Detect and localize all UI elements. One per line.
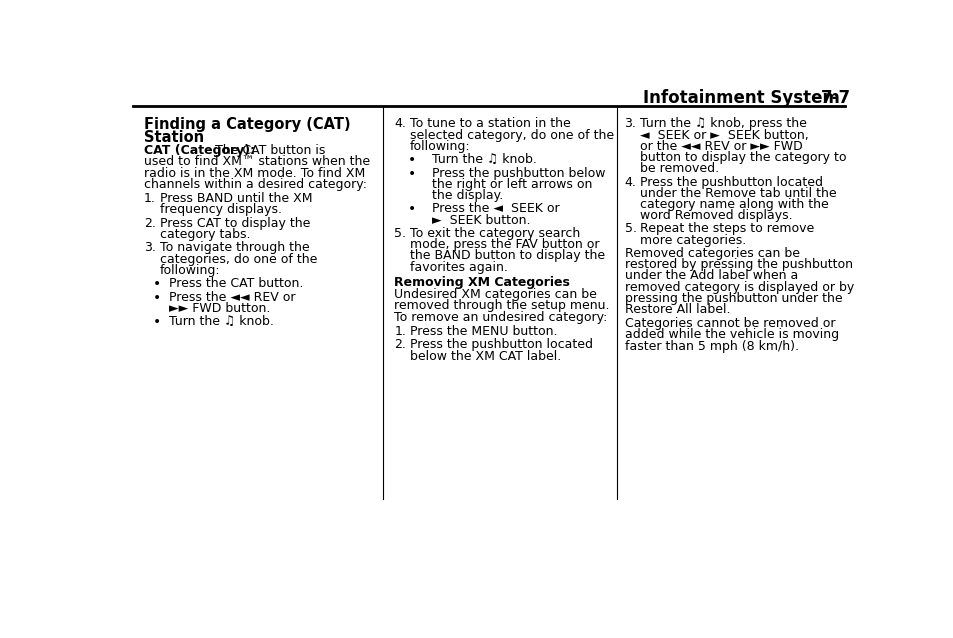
Text: faster than 5 mph (8 km/h).: faster than 5 mph (8 km/h). (624, 339, 798, 353)
Text: category tabs.: category tabs. (159, 228, 250, 241)
Text: button to display the category to: button to display the category to (639, 151, 845, 164)
Text: removed through the setup menu.: removed through the setup menu. (394, 299, 609, 313)
Text: frequency displays.: frequency displays. (159, 204, 281, 216)
Text: Press the CAT button.: Press the CAT button. (169, 277, 303, 290)
Text: Turn the ♫ knob.: Turn the ♫ knob. (431, 153, 536, 166)
Text: •: • (153, 315, 161, 329)
Text: Repeat the steps to remove: Repeat the steps to remove (639, 223, 814, 235)
Text: following:: following: (410, 140, 470, 152)
Text: 7-7: 7-7 (820, 89, 850, 107)
Text: 5.: 5. (394, 227, 406, 240)
Text: Turn the ♫ knob, press the: Turn the ♫ knob, press the (639, 117, 806, 130)
Text: used to find XM™ stations when the: used to find XM™ stations when the (144, 156, 370, 168)
Text: 2.: 2. (394, 338, 406, 352)
Text: 1.: 1. (144, 192, 155, 205)
Text: Press the pushbutton located: Press the pushbutton located (639, 175, 822, 188)
Text: under the Remove tab until the: under the Remove tab until the (639, 187, 836, 200)
Text: Undesired XM categories can be: Undesired XM categories can be (394, 288, 597, 301)
Text: CAT (Category):: CAT (Category): (144, 144, 254, 158)
Text: 2.: 2. (144, 217, 155, 230)
Text: Station: Station (144, 130, 204, 145)
Text: Press the pushbutton located: Press the pushbutton located (410, 338, 592, 352)
Text: Removing XM Categories: Removing XM Categories (394, 276, 570, 288)
Text: or the ◄◄ REV or ►► FWD: or the ◄◄ REV or ►► FWD (639, 140, 802, 152)
Text: radio is in the XM mode. To find XM: radio is in the XM mode. To find XM (144, 167, 365, 180)
Text: Press BAND until the XM: Press BAND until the XM (159, 192, 312, 205)
Text: Restore All label.: Restore All label. (624, 303, 729, 316)
Text: more categories.: more categories. (639, 234, 745, 247)
Text: •: • (153, 291, 161, 304)
Text: Press the ◄  SEEK or: Press the ◄ SEEK or (431, 202, 558, 216)
Text: To exit the category search: To exit the category search (410, 227, 579, 240)
Text: ◄  SEEK or ►  SEEK button,: ◄ SEEK or ► SEEK button, (639, 128, 808, 142)
Text: Categories cannot be removed or: Categories cannot be removed or (624, 317, 834, 330)
Text: category name along with the: category name along with the (639, 198, 828, 211)
Text: following:: following: (159, 263, 220, 277)
Text: 4.: 4. (394, 117, 406, 130)
Text: ►► FWD button.: ►► FWD button. (169, 302, 270, 315)
Text: 1.: 1. (394, 325, 406, 338)
Text: word Removed displays.: word Removed displays. (639, 209, 792, 222)
Text: The CAT button is: The CAT button is (207, 144, 325, 158)
Text: ►  SEEK button.: ► SEEK button. (431, 214, 530, 226)
Text: Press the MENU button.: Press the MENU button. (410, 325, 557, 338)
Text: channels within a desired category:: channels within a desired category: (144, 178, 367, 191)
Text: mode, press the FAV button or: mode, press the FAV button or (410, 238, 598, 251)
Text: categories, do one of the: categories, do one of the (159, 253, 316, 265)
Text: under the Add label when a: under the Add label when a (624, 269, 797, 283)
Text: To navigate through the: To navigate through the (159, 241, 309, 255)
Text: the display.: the display. (431, 189, 502, 202)
Text: •: • (408, 202, 416, 216)
Text: Press the pushbutton below: Press the pushbutton below (431, 167, 604, 180)
Text: Finding a Category (CAT): Finding a Category (CAT) (144, 117, 351, 132)
Text: be removed.: be removed. (639, 162, 719, 175)
Text: Infotainment System: Infotainment System (642, 89, 840, 107)
Text: •: • (408, 153, 416, 167)
Text: To remove an undesired category:: To remove an undesired category: (394, 311, 607, 323)
Text: Press the ◄◄ REV or: Press the ◄◄ REV or (169, 291, 295, 304)
Text: the right or left arrows on: the right or left arrows on (431, 178, 591, 191)
Text: To tune to a station in the: To tune to a station in the (410, 117, 570, 130)
Text: pressing the pushbutton under the: pressing the pushbutton under the (624, 292, 841, 305)
Text: the BAND button to display the: the BAND button to display the (410, 249, 604, 262)
Text: 4.: 4. (624, 175, 636, 188)
Text: Press CAT to display the: Press CAT to display the (159, 217, 310, 230)
Text: 3.: 3. (624, 117, 636, 130)
Text: Turn the ♫ knob.: Turn the ♫ knob. (169, 315, 274, 329)
Text: 3.: 3. (144, 241, 155, 255)
Text: added while the vehicle is moving: added while the vehicle is moving (624, 329, 838, 341)
Text: 5.: 5. (624, 223, 636, 235)
Text: •: • (408, 167, 416, 181)
Text: selected category, do one of the: selected category, do one of the (410, 128, 614, 142)
Text: removed category is displayed or by: removed category is displayed or by (624, 281, 853, 293)
Text: •: • (153, 277, 161, 291)
Text: below the XM CAT label.: below the XM CAT label. (410, 350, 560, 362)
Text: favorites again.: favorites again. (410, 260, 507, 274)
Text: restored by pressing the pushbutton: restored by pressing the pushbutton (624, 258, 852, 271)
Text: Removed categories can be: Removed categories can be (624, 247, 799, 260)
